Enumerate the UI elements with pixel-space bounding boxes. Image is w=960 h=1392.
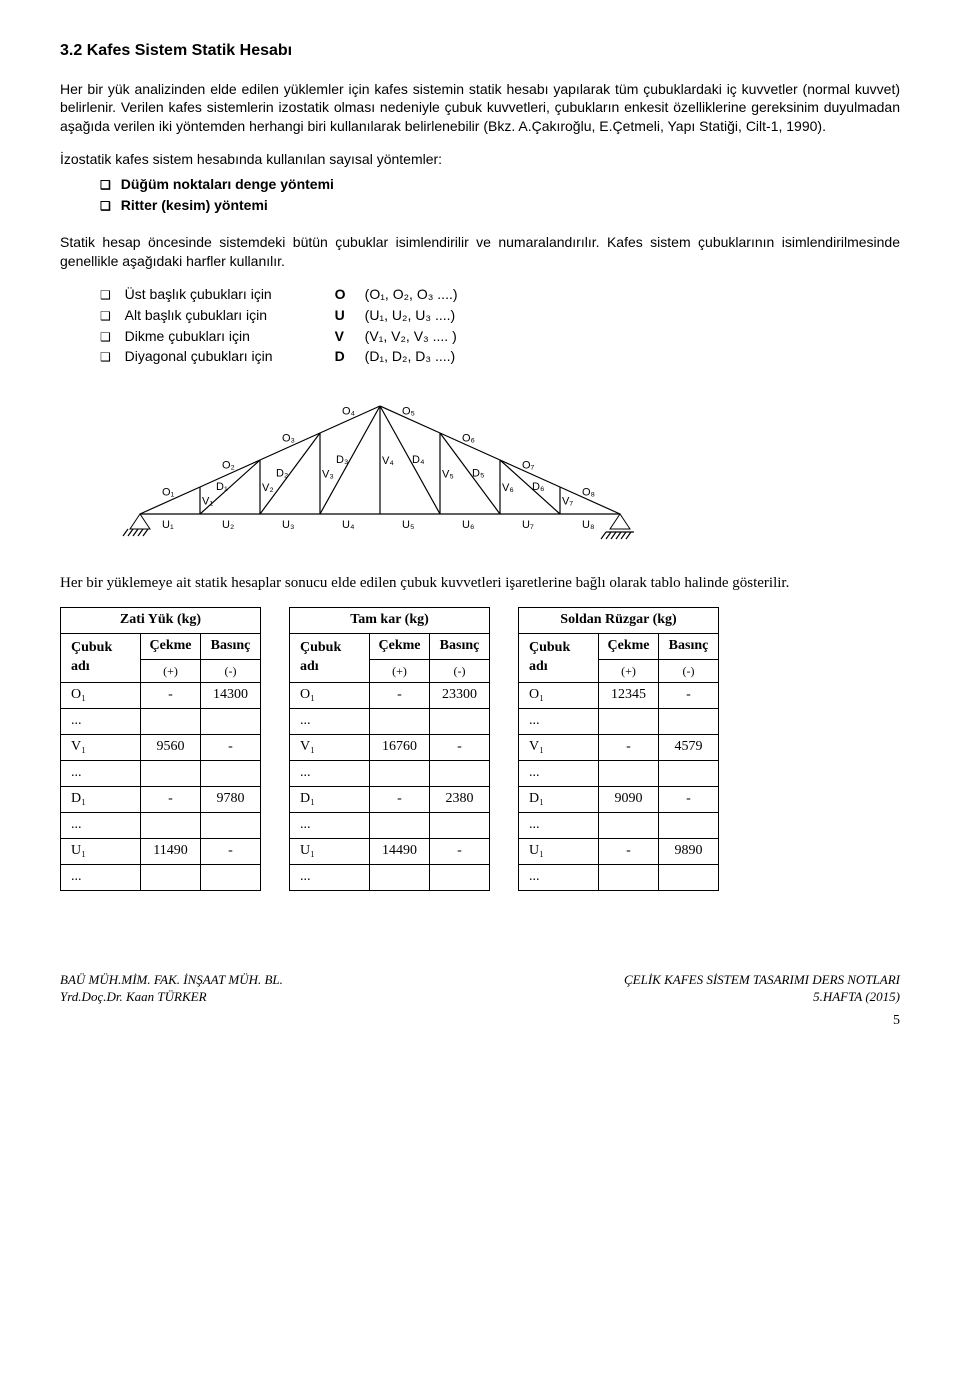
method-item: Ritter (kesim) yöntemi — [100, 196, 900, 215]
naming-label: Dikme çubukları için — [125, 327, 335, 346]
naming-label: Alt başlık çubukları için — [125, 306, 335, 325]
force-table: Zati Yük (kg)Çubuk adıÇekmeBasınç(+)(-)O… — [60, 607, 261, 890]
footer-left: BAÜ MÜH.MİM. FAK. İNŞAAT MÜH. BL. Yrd.Do… — [60, 971, 283, 1006]
footer-right-1: ÇELİK KAFES SİSTEM TASARIMI DERS NOTLARI — [624, 971, 900, 989]
naming-item: Dikme çubukları için V (V₁, V₂, V₃ .... … — [100, 327, 900, 346]
page-number: 5 — [60, 1012, 900, 1031]
svg-text:V₅: V₅ — [442, 469, 454, 481]
svg-text:D₃: D₃ — [336, 454, 348, 466]
footer-right-2: 5.HAFTA (2015) — [624, 988, 900, 1006]
footer-left-2: Yrd.Doç.Dr. Kaan TÜRKER — [60, 988, 283, 1006]
svg-text:U₃: U₃ — [282, 519, 294, 531]
svg-text:U₈: U₈ — [582, 519, 595, 531]
truss-svg: O₁ O₂ O₃ O₄ O₅ O₆ O₇ O₈ U₁ U₂ U₃ U₄ U₅ U₆ U₇ U₈ V₁ V₂ V₃ V₄… — [120, 384, 640, 544]
naming-symbol: U — [335, 306, 365, 325]
method-item: Düğüm noktaları denge yöntemi — [100, 175, 900, 194]
svg-text:U₇: U₇ — [522, 519, 534, 531]
methods-list: Düğüm noktaları denge yöntemi Ritter (ke… — [60, 175, 900, 215]
svg-text:U₂: U₂ — [222, 519, 234, 531]
svg-text:O₅: O₅ — [402, 406, 415, 418]
paragraph-3: Statik hesap öncesinde sistemdeki bütün … — [60, 233, 900, 271]
naming-symbol: V — [335, 327, 365, 346]
svg-text:U₆: U₆ — [462, 519, 474, 531]
naming-item: Diyagonal çubukları için D (D₁, D₂, D₃ .… — [100, 347, 900, 366]
naming-example: (V₁, V₂, V₃ .... ) — [365, 327, 457, 346]
svg-text:V₇: V₇ — [562, 496, 573, 508]
naming-item: Üst başlık çubukları için O (O₁, O₂, O₃ … — [100, 285, 900, 304]
paragraph-1: Her bir yük analizinden elde edilen yükl… — [60, 80, 900, 137]
svg-text:V₁: V₁ — [202, 496, 213, 508]
truss-diagram: O₁ O₂ O₃ O₄ O₅ O₆ O₇ O₈ U₁ U₂ U₃ U₄ U₅ U₆ U₇ U₈ V₁ V₂ V₃ V₄… — [120, 384, 900, 549]
naming-symbol: D — [335, 347, 365, 366]
svg-text:D₆: D₆ — [532, 481, 544, 493]
section-title: 3.2 Kafes Sistem Statik Hesabı — [60, 40, 900, 62]
footer-right: ÇELİK KAFES SİSTEM TASARIMI DERS NOTLARI… — [624, 971, 900, 1006]
svg-text:O₁: O₁ — [162, 487, 175, 499]
naming-label: Diyagonal çubukları için — [125, 347, 335, 366]
svg-text:U₄: U₄ — [342, 519, 355, 531]
naming-example: (D₁, D₂, D₃ ....) — [365, 347, 456, 366]
naming-example: (O₁, O₂, O₃ ....) — [365, 285, 458, 304]
force-table: Tam kar (kg)Çubuk adıÇekmeBasınç(+)(-)O₁… — [289, 607, 490, 890]
svg-text:D₅: D₅ — [472, 468, 484, 480]
svg-text:D₁: D₁ — [216, 481, 228, 493]
svg-text:U₅: U₅ — [402, 519, 414, 531]
svg-text:V₃: V₃ — [322, 469, 334, 481]
page-footer: BAÜ MÜH.MİM. FAK. İNŞAAT MÜH. BL. Yrd.Do… — [60, 971, 900, 1006]
svg-text:U₁: U₁ — [162, 519, 174, 531]
svg-text:O₃: O₃ — [282, 433, 295, 445]
svg-text:O₈: O₈ — [582, 487, 595, 499]
naming-symbol: O — [335, 285, 365, 304]
svg-text:O₂: O₂ — [222, 460, 235, 472]
tables-row: Zati Yük (kg)Çubuk adıÇekmeBasınç(+)(-)O… — [60, 607, 900, 890]
paragraph-4: Her bir yüklemeye ait statik hesaplar so… — [60, 573, 900, 593]
svg-text:V₆: V₆ — [502, 482, 514, 494]
svg-text:O₆: O₆ — [462, 433, 475, 445]
naming-item: Alt başlık çubukları için U (U₁, U₂, U₃ … — [100, 306, 900, 325]
naming-example: (U₁, U₂, U₃ ....) — [365, 306, 456, 325]
naming-label: Üst başlık çubukları için — [125, 285, 335, 304]
methods-intro: İzostatik kafes sistem hesabında kullanı… — [60, 150, 900, 169]
svg-text:D₄: D₄ — [412, 454, 425, 466]
svg-text:V₄: V₄ — [382, 455, 394, 467]
svg-text:O₄: O₄ — [342, 406, 356, 418]
footer-left-1: BAÜ MÜH.MİM. FAK. İNŞAAT MÜH. BL. — [60, 971, 283, 989]
naming-list: Üst başlık çubukları için O (O₁, O₂, O₃ … — [60, 285, 900, 367]
force-table: Soldan Rüzgar (kg)Çubuk adıÇekmeBasınç(+… — [518, 607, 719, 890]
svg-text:V₂: V₂ — [262, 482, 274, 494]
svg-text:D₂: D₂ — [276, 468, 288, 480]
svg-text:O₇: O₇ — [522, 460, 535, 472]
